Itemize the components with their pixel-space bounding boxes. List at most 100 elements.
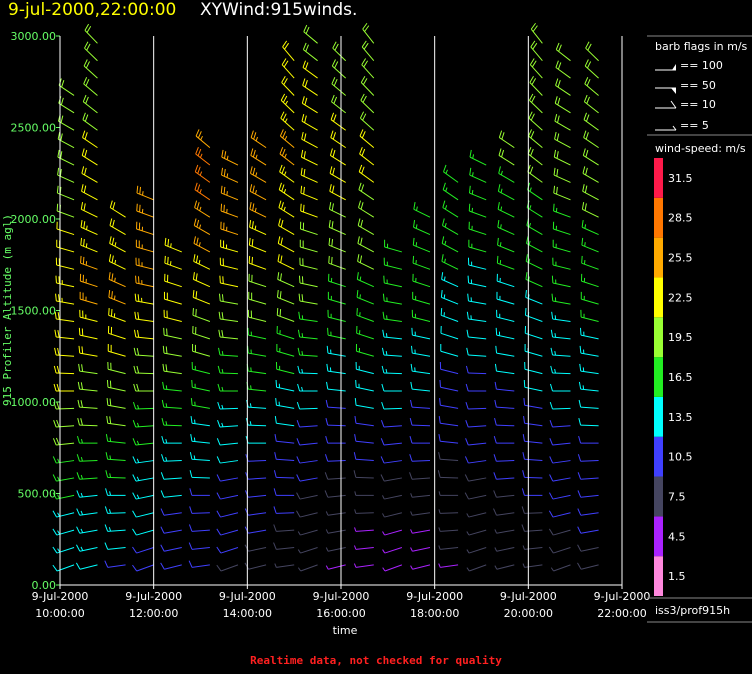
wind-barb [577, 454, 599, 462]
wind-barb [354, 509, 374, 514]
wind-barb [160, 508, 182, 516]
wind-barb [524, 344, 543, 357]
wind-barb [80, 202, 98, 218]
wind-barb [107, 326, 126, 340]
wind-barb [382, 564, 403, 572]
wind-barb [245, 417, 267, 427]
wind-barb [109, 218, 126, 235]
wind-barb [325, 417, 346, 427]
wind-barb [325, 529, 346, 534]
wind-barb [297, 365, 318, 375]
wind-barb [494, 399, 515, 409]
wind-barb [218, 347, 239, 357]
wind-barb [216, 528, 239, 536]
wind-barb [134, 311, 154, 322]
wind-barb [77, 381, 98, 392]
speed-legend-title: wind-speed: m/s [655, 142, 746, 155]
wind-barb [247, 309, 267, 322]
wind-barb [161, 454, 182, 462]
wind-barb [412, 255, 431, 270]
colorbar-swatch [654, 476, 663, 517]
wind-barb [301, 96, 318, 114]
wind-barb [248, 273, 267, 288]
wind-barb [164, 237, 182, 253]
wind-barb [494, 417, 515, 427]
wind-barb [328, 255, 346, 270]
wind-barb [79, 309, 98, 322]
wind-barb [109, 200, 126, 218]
wind-barb [160, 526, 182, 534]
wind-barb [494, 381, 515, 392]
x-axis-title: time [333, 624, 358, 637]
colorbar-label: 28.5 [668, 212, 693, 225]
wind-barb [467, 257, 487, 270]
wind-barb [245, 436, 267, 444]
wind-barb [52, 456, 75, 464]
wind-barb [441, 236, 459, 253]
wind-barb [58, 78, 75, 96]
wind-barb [218, 311, 239, 322]
y-axis-title: 915 Profiler Altitude (m agl) [1, 214, 14, 406]
wind-barb [132, 456, 154, 464]
wind-barb [438, 563, 459, 568]
wind-barb [76, 490, 98, 498]
plot-datetime-title: 9-jul-2000,22:00:00 [8, 0, 177, 20]
wind-barb [82, 94, 98, 114]
wind-barb [52, 492, 75, 500]
wind-barb [194, 200, 211, 218]
wind-barb [582, 148, 599, 166]
wind-barb [410, 493, 431, 498]
wind-barb [104, 506, 126, 514]
wind-barb [468, 221, 487, 236]
wind-barb [325, 546, 346, 552]
wind-barb [52, 546, 75, 554]
colorbar-label: 16.5 [668, 371, 693, 384]
wind-barb [163, 309, 182, 322]
wind-barb [380, 438, 402, 446]
wind-barb [325, 564, 346, 570]
legend-panel: barb flags in m/s == 100 == 50 == 10 == … [647, 35, 752, 623]
wind-barb [79, 273, 98, 288]
x-tick-time-label: 14:00:00 [223, 607, 272, 620]
wind-barb [136, 203, 154, 218]
wind-barb [440, 290, 459, 305]
wind-barb [132, 564, 154, 572]
wind-barb [468, 239, 487, 253]
wind-barb [277, 272, 295, 288]
wind-barb [189, 452, 210, 462]
wind-barb [133, 347, 154, 357]
wind-barb [52, 528, 75, 536]
wind-barb [494, 363, 515, 375]
wind-barb [134, 293, 154, 305]
wind-barb [465, 383, 487, 392]
wind-barb [526, 182, 543, 201]
wind-barb [52, 437, 75, 446]
wind-barb [106, 397, 126, 409]
wind-barb [282, 40, 295, 62]
wind-barb [409, 436, 430, 444]
wind-barb [249, 202, 267, 218]
wind-barb [354, 416, 374, 427]
wind-barb [105, 488, 126, 496]
wind-barb [577, 472, 599, 480]
wind-barb [193, 236, 211, 253]
x-tick-time-label: 22:00:00 [597, 607, 646, 620]
wind-barb [553, 149, 571, 166]
wind-barb [324, 490, 346, 498]
wind-barb [523, 416, 543, 427]
wind-barb [299, 239, 318, 253]
wind-barb [132, 438, 154, 446]
wind-barb [584, 59, 599, 79]
wind-barb [76, 454, 98, 462]
flag-100-sample [655, 64, 676, 71]
colorbar-swatch [654, 436, 663, 477]
y-tick-label: 0.00 [32, 579, 57, 592]
wind-barb [160, 544, 182, 552]
wind-barb [162, 345, 182, 357]
wind-barb [297, 383, 318, 392]
wind-barb [442, 218, 459, 235]
flag-50-label: == 50 [680, 79, 716, 92]
wind-barb [301, 131, 318, 149]
wind-barb [57, 131, 75, 149]
wind-barb [498, 130, 515, 149]
